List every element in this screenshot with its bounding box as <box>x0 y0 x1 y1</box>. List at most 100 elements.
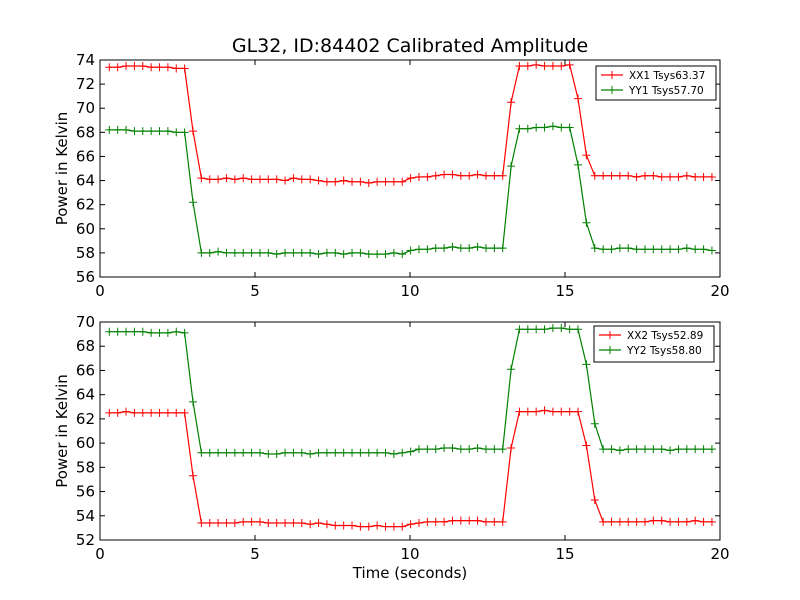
data-point <box>465 171 474 180</box>
data-point <box>147 408 156 417</box>
y-axis-label: Power in Kelvin <box>53 112 71 226</box>
data-point <box>297 519 306 528</box>
legend-marker <box>606 346 614 354</box>
data-point <box>322 177 331 186</box>
data-point <box>222 519 231 528</box>
data-point <box>565 60 574 69</box>
data-point <box>540 325 549 334</box>
data-point <box>264 519 273 528</box>
data-point <box>239 517 248 526</box>
data-point <box>155 127 164 136</box>
data-point <box>431 244 440 253</box>
x-tick-label: 5 <box>250 545 260 563</box>
data-point <box>180 64 189 73</box>
y-axis-label: Power in Kelvin <box>53 374 71 488</box>
data-point <box>423 445 432 454</box>
data-point <box>607 517 616 526</box>
data-point <box>465 244 474 253</box>
series-xx2 <box>105 406 716 531</box>
data-point <box>331 177 340 186</box>
data-point <box>498 445 507 454</box>
legend-label: XX2 Tsys52.89 <box>627 330 703 342</box>
data-point <box>138 327 147 336</box>
data-point <box>222 448 231 457</box>
data-point <box>632 517 641 526</box>
data-point <box>548 407 557 416</box>
data-point <box>548 62 557 71</box>
data-point <box>624 244 633 253</box>
data-point <box>431 517 440 526</box>
data-point <box>113 408 122 417</box>
data-point <box>297 248 306 257</box>
data-point <box>540 406 549 415</box>
data-point <box>414 445 423 454</box>
data-point <box>348 448 357 457</box>
x-tick-label: 20 <box>710 545 729 563</box>
data-point <box>214 448 223 457</box>
data-point <box>657 516 666 525</box>
y-tick-label: 54 <box>76 507 95 525</box>
data-point <box>507 443 516 452</box>
data-point <box>448 516 457 525</box>
figure-title: GL32, ID:84402 Calibrated Amplitude <box>232 35 588 57</box>
data-point <box>507 98 516 107</box>
data-point <box>130 408 139 417</box>
data-point <box>481 244 490 253</box>
data-point <box>356 522 365 531</box>
data-point <box>456 171 465 180</box>
y-tick-label: 60 <box>76 434 95 452</box>
data-point <box>490 244 499 253</box>
data-point <box>289 448 298 457</box>
data-point <box>682 244 691 253</box>
data-point <box>130 127 139 136</box>
y-tick-label: 58 <box>76 244 95 262</box>
data-point <box>189 198 197 207</box>
data-point <box>172 128 181 137</box>
data-point <box>222 174 231 183</box>
x-tick-label: 0 <box>95 545 105 563</box>
data-point <box>239 174 248 183</box>
data-point <box>247 175 256 184</box>
data-point <box>138 62 147 71</box>
data-point <box>540 123 549 132</box>
legend-marker <box>608 71 616 79</box>
legend-box <box>595 65 717 101</box>
data-point <box>523 325 532 334</box>
series-yy1 <box>105 122 716 259</box>
data-point <box>582 218 591 227</box>
data-point <box>189 127 197 136</box>
data-point <box>590 244 599 253</box>
data-point <box>674 517 683 526</box>
data-point <box>205 519 214 528</box>
data-point <box>565 123 574 132</box>
data-point <box>205 175 214 184</box>
data-point <box>205 248 214 257</box>
data-point <box>640 171 649 180</box>
data-point <box>624 517 633 526</box>
y-tick-label: 68 <box>76 123 95 141</box>
data-point <box>138 127 147 136</box>
data-point <box>322 448 331 457</box>
data-point <box>473 516 482 525</box>
data-point <box>649 245 658 254</box>
data-point <box>590 171 599 180</box>
x-tick-label: 20 <box>710 282 729 300</box>
data-point <box>322 248 331 257</box>
data-point <box>574 160 583 169</box>
x-tick-label: 5 <box>250 282 260 300</box>
data-point <box>507 365 516 374</box>
legend-box <box>593 325 715 363</box>
data-point <box>615 244 624 253</box>
data-point <box>189 471 197 480</box>
legend: XX2 Tsys52.89 YY2 Tsys58.80 <box>593 325 715 363</box>
data-point <box>314 519 323 528</box>
data-point <box>473 170 482 179</box>
data-point <box>239 248 248 257</box>
data-point <box>364 178 373 187</box>
data-point <box>348 521 357 530</box>
data-point <box>657 445 666 454</box>
data-point <box>490 171 499 180</box>
data-point <box>666 172 675 181</box>
data-point <box>122 62 131 71</box>
